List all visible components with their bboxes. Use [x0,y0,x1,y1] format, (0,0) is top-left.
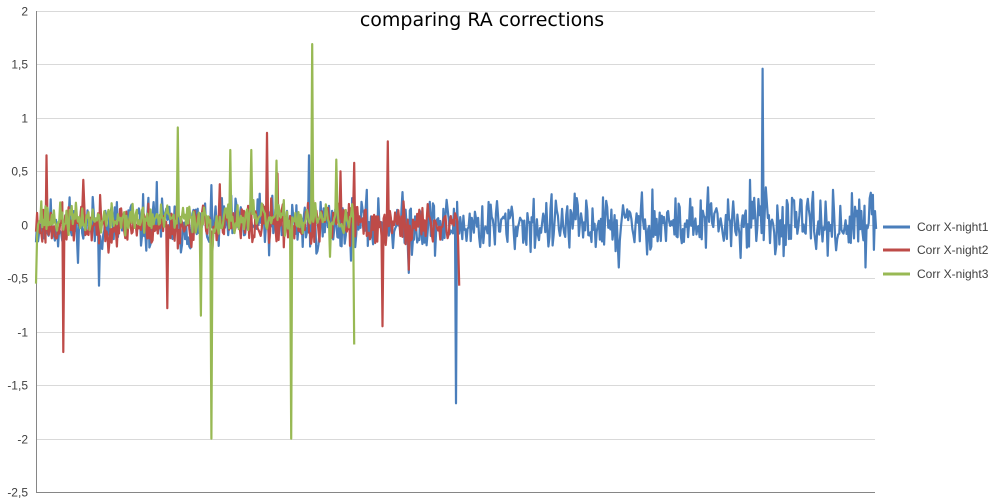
y-tick-label: -0,5 [7,272,28,286]
y-tick-label: -1,5 [7,379,28,393]
series-line-2 [34,131,461,354]
y-tick-label: -2,5 [7,486,28,500]
legend-label: Corr X-night3 [917,267,989,281]
y-tick-label: -1 [17,326,28,340]
y-tick-label: 2 [21,5,28,19]
y-tick-label: 1 [21,112,28,126]
y-tick-label: -2 [17,433,28,447]
y-tick-label: 0 [21,219,28,233]
legend-label: Corr X-night1 [917,220,989,234]
y-tick-label: 1,5 [11,58,28,72]
axes: 2 1,5 1 0,5 0 -0,5 -1 -1,5 -2 -2,5 [7,5,875,500]
legend-label: Corr X-night2 [917,243,989,257]
chart-title: comparing RA corrections [360,9,604,31]
y-tick-label: 0,5 [11,165,28,179]
series-line-3 [34,42,356,440]
series-lines [34,42,878,440]
legend: Corr X-night1 Corr X-night2 Corr X-night3 [883,220,989,281]
